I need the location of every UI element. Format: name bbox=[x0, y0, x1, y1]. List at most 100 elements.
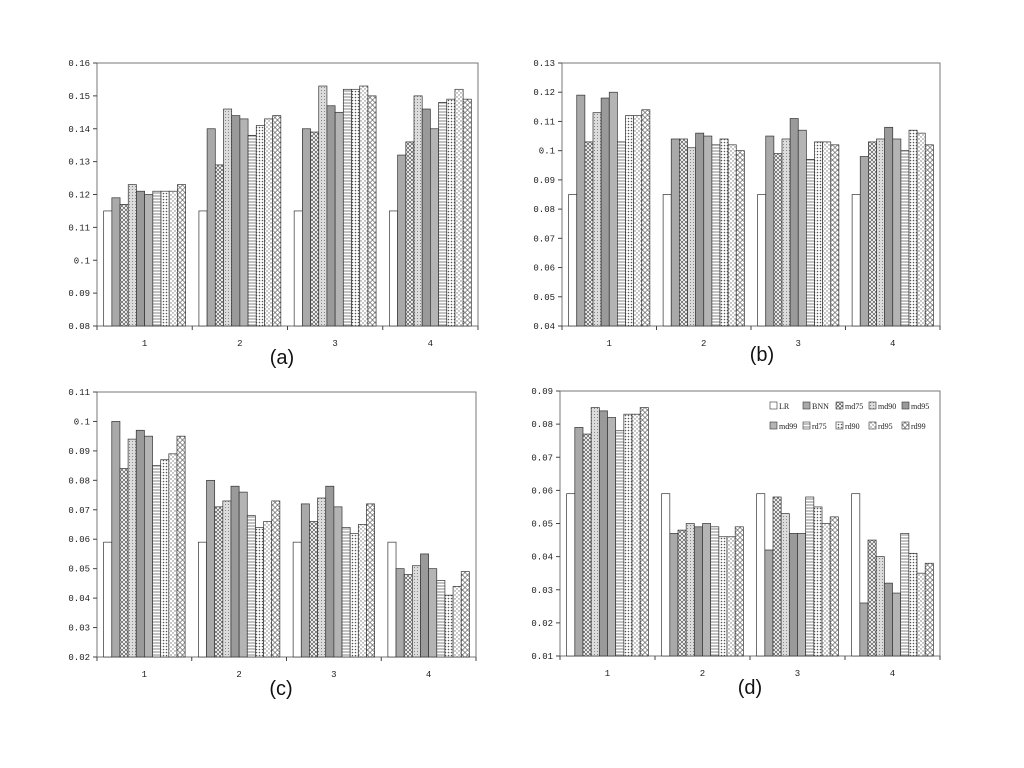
bar-rd95-cat4 bbox=[452, 585, 462, 658]
x-tick-label: 3 bbox=[795, 669, 800, 679]
x-tick-label: 2 bbox=[237, 339, 242, 349]
bar-LR-cat3 bbox=[757, 194, 767, 327]
panel-label: (d) bbox=[738, 677, 762, 699]
bar-md95-cat1 bbox=[136, 190, 145, 327]
x-tick-label: 3 bbox=[332, 339, 337, 349]
bar-rd99-cat1 bbox=[641, 109, 651, 327]
bar-LR-cat4 bbox=[387, 541, 397, 658]
y-tick-label: 0.05 bbox=[533, 293, 555, 303]
y-tick-label: 0.14 bbox=[68, 125, 90, 135]
x-tick-label: 1 bbox=[142, 339, 147, 349]
legend-swatch-LR bbox=[769, 401, 778, 410]
bar-md95-cat3 bbox=[788, 533, 798, 657]
bar-md99-cat4 bbox=[892, 592, 902, 657]
y-tick-label: 0.09 bbox=[68, 447, 90, 457]
panel-label: (b) bbox=[750, 344, 774, 366]
bar-BNN-cat4 bbox=[859, 156, 869, 327]
bar-md90-cat3 bbox=[318, 85, 328, 327]
bar-rd75-cat1 bbox=[152, 190, 162, 327]
x-tick-label: 3 bbox=[796, 339, 801, 349]
bar-md90-cat2 bbox=[685, 523, 695, 657]
bar-md75-cat3 bbox=[309, 521, 318, 658]
y-tick-label: 0.08 bbox=[531, 420, 553, 430]
legend-label-md99: md99 bbox=[779, 422, 797, 431]
x-tick-label: 1 bbox=[605, 669, 610, 679]
bar-rd99-cat4 bbox=[924, 144, 934, 327]
bar-md90-cat1 bbox=[127, 438, 137, 658]
bar-rd95-cat3 bbox=[821, 523, 831, 657]
y-tick-label: 0.16 bbox=[68, 59, 90, 69]
bar-rd99-cat1 bbox=[176, 435, 186, 658]
bar-md90-cat2 bbox=[687, 147, 696, 327]
legend-swatch-rd95 bbox=[868, 421, 877, 430]
bar-rd75-cat2 bbox=[711, 144, 721, 327]
bar-BNN-cat2 bbox=[669, 533, 679, 657]
bar-md75-cat2 bbox=[214, 164, 224, 327]
legend-label-md90: md90 bbox=[878, 402, 896, 411]
bar-md75-cat3 bbox=[310, 131, 320, 327]
bar-md75-cat4 bbox=[867, 539, 877, 657]
bar-md75-cat4 bbox=[868, 141, 877, 327]
y-tick-label: 0.05 bbox=[531, 520, 553, 530]
y-tick-label: 0.03 bbox=[68, 624, 90, 634]
bar-md75-cat3 bbox=[773, 153, 783, 327]
bar-md99-cat1 bbox=[144, 435, 153, 658]
bar-md99-cat4 bbox=[430, 128, 439, 327]
bar-BNN-cat2 bbox=[206, 128, 216, 327]
bar-BNN-cat1 bbox=[111, 421, 121, 658]
y-tick-label: 0.1 bbox=[74, 256, 90, 266]
y-tick-label: 0.02 bbox=[68, 653, 90, 663]
bar-rd99-cat2 bbox=[734, 526, 744, 657]
bar-md95-cat1 bbox=[135, 429, 145, 658]
chart-panel-2: 0.04 0.05 0.06 0.07 0.08 0.09 0.1 0.11 0.12 0.13 1… bbox=[533, 59, 941, 366]
x-tick-label: 4 bbox=[890, 669, 895, 679]
bar-LR-cat1 bbox=[103, 210, 113, 327]
bar-rd90-cat1 bbox=[160, 190, 170, 327]
bar-md90-cat3 bbox=[781, 138, 791, 327]
chart-panel-3: 0.02 0.03 0.04 0.05 0.06 0.07 0.08 0.09 0.1 0.11 1… bbox=[68, 388, 477, 700]
bar-rd95-cat3 bbox=[822, 141, 832, 327]
bar-rd95-cat2 bbox=[264, 118, 273, 327]
y-tick-label: 0.11 bbox=[68, 388, 90, 398]
bar-LR-cat3 bbox=[756, 493, 766, 657]
x-tick-label: 2 bbox=[701, 339, 706, 349]
x-tick-label: 3 bbox=[331, 670, 336, 680]
bar-LR-cat2 bbox=[198, 210, 208, 327]
bar-rd99-cat1 bbox=[639, 407, 649, 657]
bar-md75-cat4 bbox=[405, 141, 415, 327]
y-tick-label: 0.12 bbox=[68, 191, 90, 201]
bar-md90-cat1 bbox=[590, 407, 600, 657]
bar-md95-cat4 bbox=[421, 108, 431, 327]
bar-rd75-cat3 bbox=[342, 88, 352, 327]
bar-rd90-cat3 bbox=[813, 506, 823, 657]
bar-md75-cat2 bbox=[679, 138, 688, 327]
bar-rd75-cat3 bbox=[806, 159, 815, 327]
bar-md90-cat3 bbox=[317, 497, 327, 658]
bar-rd95-cat4 bbox=[454, 88, 464, 327]
legend-swatch-md99 bbox=[769, 421, 778, 430]
x-tick-label: 2 bbox=[236, 670, 241, 680]
y-tick-label: 0.08 bbox=[68, 322, 90, 332]
bar-BNN-cat4 bbox=[397, 154, 407, 327]
panel-label: (a) bbox=[270, 347, 294, 369]
bar-md99-cat2 bbox=[239, 118, 249, 327]
bar-md95-cat3 bbox=[325, 485, 335, 658]
bar-md99-cat2 bbox=[702, 523, 712, 657]
bar-BNN-cat4 bbox=[395, 568, 405, 658]
bar-rd90-cat4 bbox=[444, 594, 454, 658]
bar-md95-cat4 bbox=[884, 126, 894, 327]
x-tick-label: 1 bbox=[607, 339, 612, 349]
bar-rd75-cat1 bbox=[152, 465, 162, 658]
bar-rd75-cat4 bbox=[900, 150, 910, 327]
y-tick-label: 0.13 bbox=[68, 158, 90, 168]
bar-md99-cat4 bbox=[428, 568, 438, 658]
legend-label-LR: LR bbox=[779, 402, 790, 411]
legend-swatch-md90 bbox=[868, 401, 877, 410]
y-tick-label: 0.03 bbox=[531, 586, 553, 596]
bar-md99-cat2 bbox=[703, 135, 713, 327]
bar-LR-cat2 bbox=[662, 194, 672, 327]
bar-md95-cat3 bbox=[326, 105, 336, 327]
bar-rd99-cat3 bbox=[830, 144, 840, 327]
bar-rd95-cat4 bbox=[916, 132, 926, 327]
panel-label: (c) bbox=[269, 678, 292, 700]
